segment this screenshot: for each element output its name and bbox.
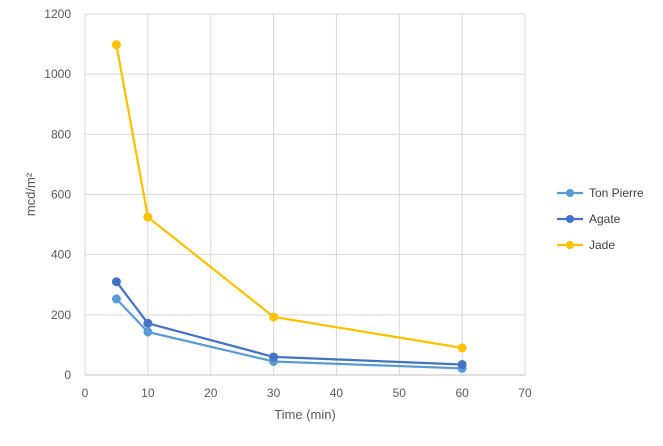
y-tick-label: 800	[51, 127, 71, 141]
y-axis-title: mcd/m²	[23, 172, 38, 216]
legend-item-ton-pierre: Ton Pierre	[557, 186, 644, 200]
legend-marker-jade	[566, 241, 574, 249]
series-line-ton-pierre	[115, 298, 463, 370]
data-point-jade	[111, 40, 121, 50]
x-tick-label: 50	[393, 386, 407, 400]
x-tick-label: 60	[455, 386, 469, 400]
data-point-jade	[143, 212, 153, 222]
axes	[84, 14, 525, 376]
series-line-jade	[115, 44, 463, 350]
legend-marker-agate	[566, 215, 574, 223]
x-axis-title: Time (min)	[274, 407, 336, 422]
legend-label-agate: Agate	[589, 212, 621, 226]
x-tick-label: 0	[82, 386, 89, 400]
x-tick-label: 70	[518, 386, 532, 400]
legend-item-agate: Agate	[557, 212, 621, 226]
legend-label-jade: Jade	[589, 238, 615, 252]
x-tick-label: 30	[267, 386, 281, 400]
y-tick-label: 400	[51, 248, 71, 262]
y-tick-label: 1200	[44, 7, 71, 21]
series-line-agate	[115, 281, 463, 366]
y-tick-label: 200	[51, 308, 71, 322]
y-tick-label: 0	[64, 368, 71, 382]
legend-marker-ton-pierre	[566, 189, 574, 197]
legend-label-ton-pierre: Ton Pierre	[589, 186, 644, 200]
data-point-agate	[143, 318, 153, 328]
data-point-jade	[457, 343, 467, 353]
data-point-ton-pierre	[111, 294, 121, 304]
x-tick-label: 40	[330, 386, 344, 400]
x-tick-label: 20	[204, 386, 218, 400]
series-layer	[111, 40, 467, 373]
data-point-jade	[269, 312, 279, 322]
y-tick-label: 600	[51, 188, 71, 202]
tick-labels: 0 200 400 600 800 1000 1200 0 10 20 30 40 50 60 70	[44, 7, 532, 400]
data-point-agate	[269, 352, 279, 362]
data-point-ton-pierre	[143, 327, 153, 337]
data-point-agate	[111, 277, 121, 287]
x-tick-label: 10	[141, 386, 155, 400]
legend: Ton Pierre Agate Jade	[557, 186, 644, 252]
data-point-agate	[457, 359, 467, 369]
y-tick-label: 1000	[44, 67, 71, 81]
grid	[85, 13, 526, 375]
legend-item-jade: Jade	[557, 238, 615, 252]
